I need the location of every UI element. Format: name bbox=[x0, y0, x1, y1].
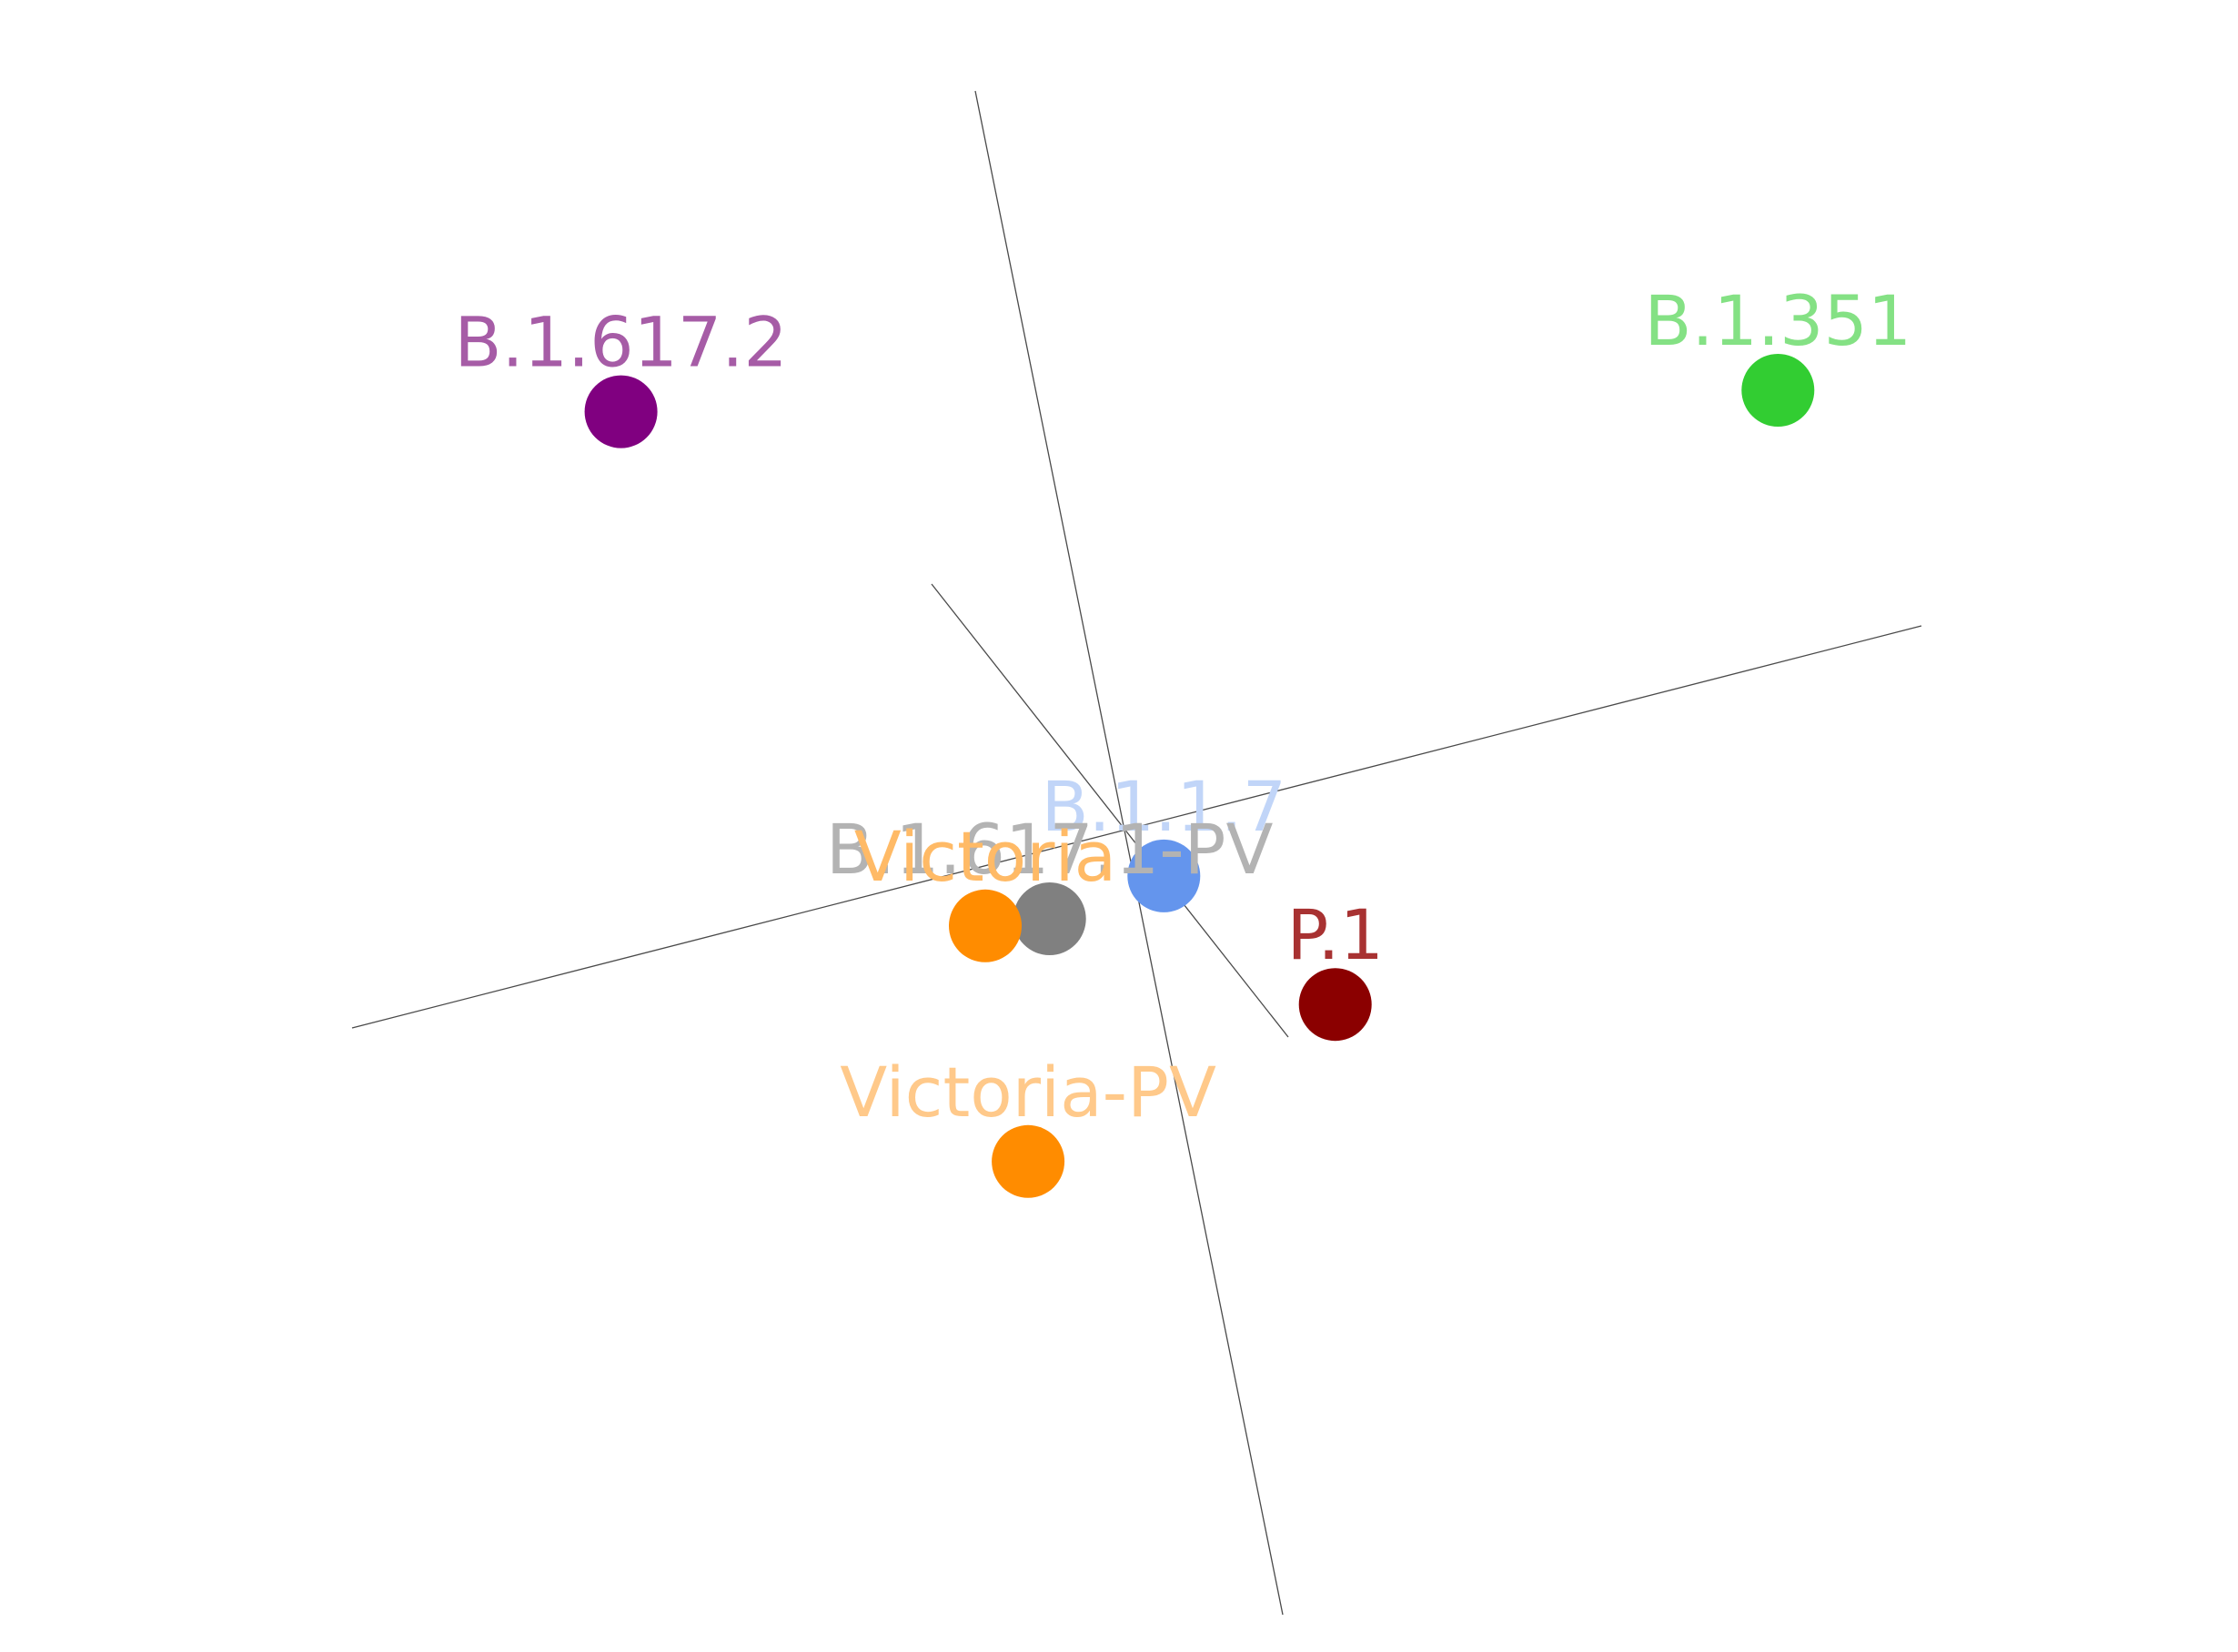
point-b-1-617-2[interactable] bbox=[584, 375, 658, 448]
point-label-b-1-617-2: B.1.617.2 bbox=[454, 302, 787, 383]
point-p-1[interactable] bbox=[1298, 968, 1372, 1042]
axis-line-3 bbox=[931, 583, 1289, 1038]
axis-line-1 bbox=[351, 625, 1922, 1029]
point-b-1-617-1-pv[interactable] bbox=[1013, 882, 1086, 955]
point-victoria[interactable] bbox=[949, 889, 1022, 962]
point-label-victoria-pv: Victoria-PV bbox=[840, 1052, 1216, 1133]
points-layer bbox=[584, 354, 1815, 1198]
axis-line-2 bbox=[974, 90, 1284, 1616]
labels-layer: B.1.617.2 B.1.351B.1.1.7B.1.617.1-PVVicto… bbox=[454, 280, 1911, 1133]
point-label-b-1-617-1-pv: B.1.617.1-PV bbox=[826, 809, 1274, 890]
point-label-b-1-1-7: B.1.1.7 bbox=[1041, 766, 1286, 847]
point-label-b-1-351: B.1.351 bbox=[1644, 280, 1911, 361]
point-victoria-pv[interactable] bbox=[992, 1124, 1065, 1198]
point-label-p-1: P.1 bbox=[1286, 894, 1384, 975]
point-b-1-1-7[interactable] bbox=[1127, 839, 1201, 912]
axes-layer bbox=[351, 90, 1922, 1616]
point-label-victoria: Victoria bbox=[854, 816, 1116, 897]
point-b-1-351[interactable] bbox=[1741, 354, 1815, 427]
